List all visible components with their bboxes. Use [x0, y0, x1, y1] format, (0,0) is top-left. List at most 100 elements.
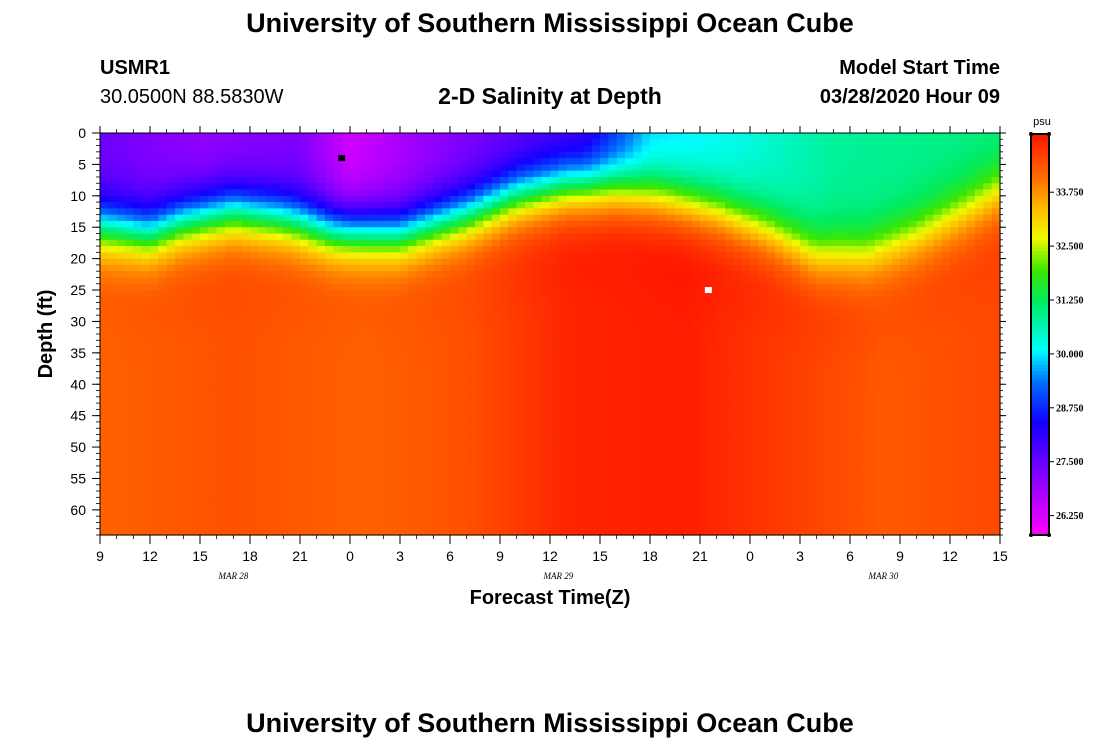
heatmap-cell [683, 497, 693, 505]
heatmap-cell [433, 472, 443, 480]
heatmap-cell [208, 170, 218, 178]
heatmap-cell [133, 158, 143, 166]
heatmap-cell [116, 346, 126, 354]
heatmap-cell [133, 340, 143, 348]
heatmap-cell [100, 176, 109, 184]
heatmap-cell [550, 371, 559, 379]
heatmap-cell [725, 509, 734, 517]
heatmap-cell [108, 239, 118, 247]
heatmap-cell [266, 428, 276, 436]
heatmap-cell [600, 484, 609, 492]
heatmap-cell [591, 227, 601, 235]
heatmap-cell [133, 516, 143, 524]
heatmap-cell [425, 283, 434, 291]
heatmap-cell [391, 308, 401, 316]
heatmap-cell [608, 365, 618, 373]
heatmap-cell [733, 409, 743, 417]
heatmap-cell [458, 139, 468, 147]
heatmap-cell [316, 277, 326, 285]
heatmap-cell [416, 195, 426, 203]
heatmap-cell [366, 459, 376, 467]
heatmap-cell [175, 472, 184, 480]
heatmap-cell [700, 252, 709, 260]
heatmap-cell [100, 139, 109, 147]
heatmap-cell [325, 516, 334, 524]
heatmap-cell [725, 390, 734, 398]
heatmap-cell [333, 478, 343, 486]
heatmap-cell [675, 290, 684, 297]
heatmap-cell [641, 509, 651, 517]
heatmap-cell [708, 321, 718, 329]
heatmap-cell [425, 359, 434, 367]
heatmap-cell [208, 516, 218, 524]
heatmap-cell [475, 491, 484, 498]
heatmap-cell [475, 202, 484, 209]
heatmap-cell [675, 340, 684, 348]
heatmap-cell [641, 283, 651, 291]
heatmap-cell [300, 139, 309, 147]
heatmap-cell [650, 459, 659, 467]
heatmap-cell [458, 491, 468, 498]
heatmap-cell [158, 409, 168, 417]
heatmap-cell [675, 403, 684, 410]
heatmap-cell [541, 271, 551, 279]
heatmap-cell [241, 258, 251, 266]
heatmap-cell [650, 403, 659, 410]
heatmap-cell [300, 434, 309, 442]
heatmap-cell [725, 440, 734, 448]
heatmap-cell [116, 164, 126, 172]
heatmap-cell [325, 239, 334, 247]
heatmap-cell [583, 164, 593, 172]
heatmap-cell [283, 340, 293, 348]
heatmap-cell [166, 465, 176, 473]
heatmap-cell [525, 371, 534, 379]
heatmap-cell [325, 377, 334, 385]
heatmap-cell [191, 359, 201, 367]
heatmap-cell [541, 472, 551, 480]
heatmap-cell [308, 384, 318, 392]
heatmap-cell [491, 522, 501, 530]
heatmap-cell [150, 509, 159, 517]
heatmap-cell [616, 396, 626, 404]
heatmap-cell [166, 227, 176, 235]
heatmap-cell [441, 334, 451, 341]
heatmap-cell [258, 365, 268, 373]
heatmap-cell [233, 409, 243, 417]
heatmap-cell [450, 321, 459, 329]
heatmap-cell [566, 283, 576, 291]
heatmap-cell [358, 371, 368, 379]
station-id: USMR1 [100, 57, 171, 79]
heatmap-cell [166, 283, 176, 291]
heatmap-cell [225, 509, 234, 517]
heatmap-cell [375, 409, 384, 417]
heatmap-cell [558, 403, 568, 410]
heatmap-cell [433, 421, 443, 429]
heatmap-cell [458, 415, 468, 423]
heatmap-cell [600, 239, 609, 247]
heatmap-cell [483, 472, 493, 480]
heatmap-cell [583, 327, 593, 335]
heatmap-cell [183, 384, 193, 392]
heatmap-cell [125, 384, 134, 392]
heatmap-cell [483, 440, 493, 448]
heatmap-cell [275, 290, 284, 297]
heatmap-cell [408, 384, 418, 392]
heatmap-cell [183, 195, 193, 203]
heatmap-cell [141, 472, 151, 480]
heatmap-cell [408, 139, 418, 147]
heatmap-cell [258, 227, 268, 235]
heatmap-cell [591, 258, 601, 266]
heatmap-cell [408, 396, 418, 404]
heatmap-cell [291, 352, 301, 360]
heatmap-cell [450, 334, 459, 341]
heatmap-cell [275, 170, 284, 178]
heatmap-cell [616, 478, 626, 486]
heatmap-cell [675, 227, 684, 235]
heatmap-cell [366, 239, 376, 247]
heatmap-cell [341, 308, 351, 316]
heatmap-cell [350, 290, 359, 297]
heatmap-cell [591, 195, 601, 203]
heatmap-cell [525, 315, 534, 323]
heatmap-cell [491, 183, 501, 191]
heatmap-cell [108, 151, 118, 159]
